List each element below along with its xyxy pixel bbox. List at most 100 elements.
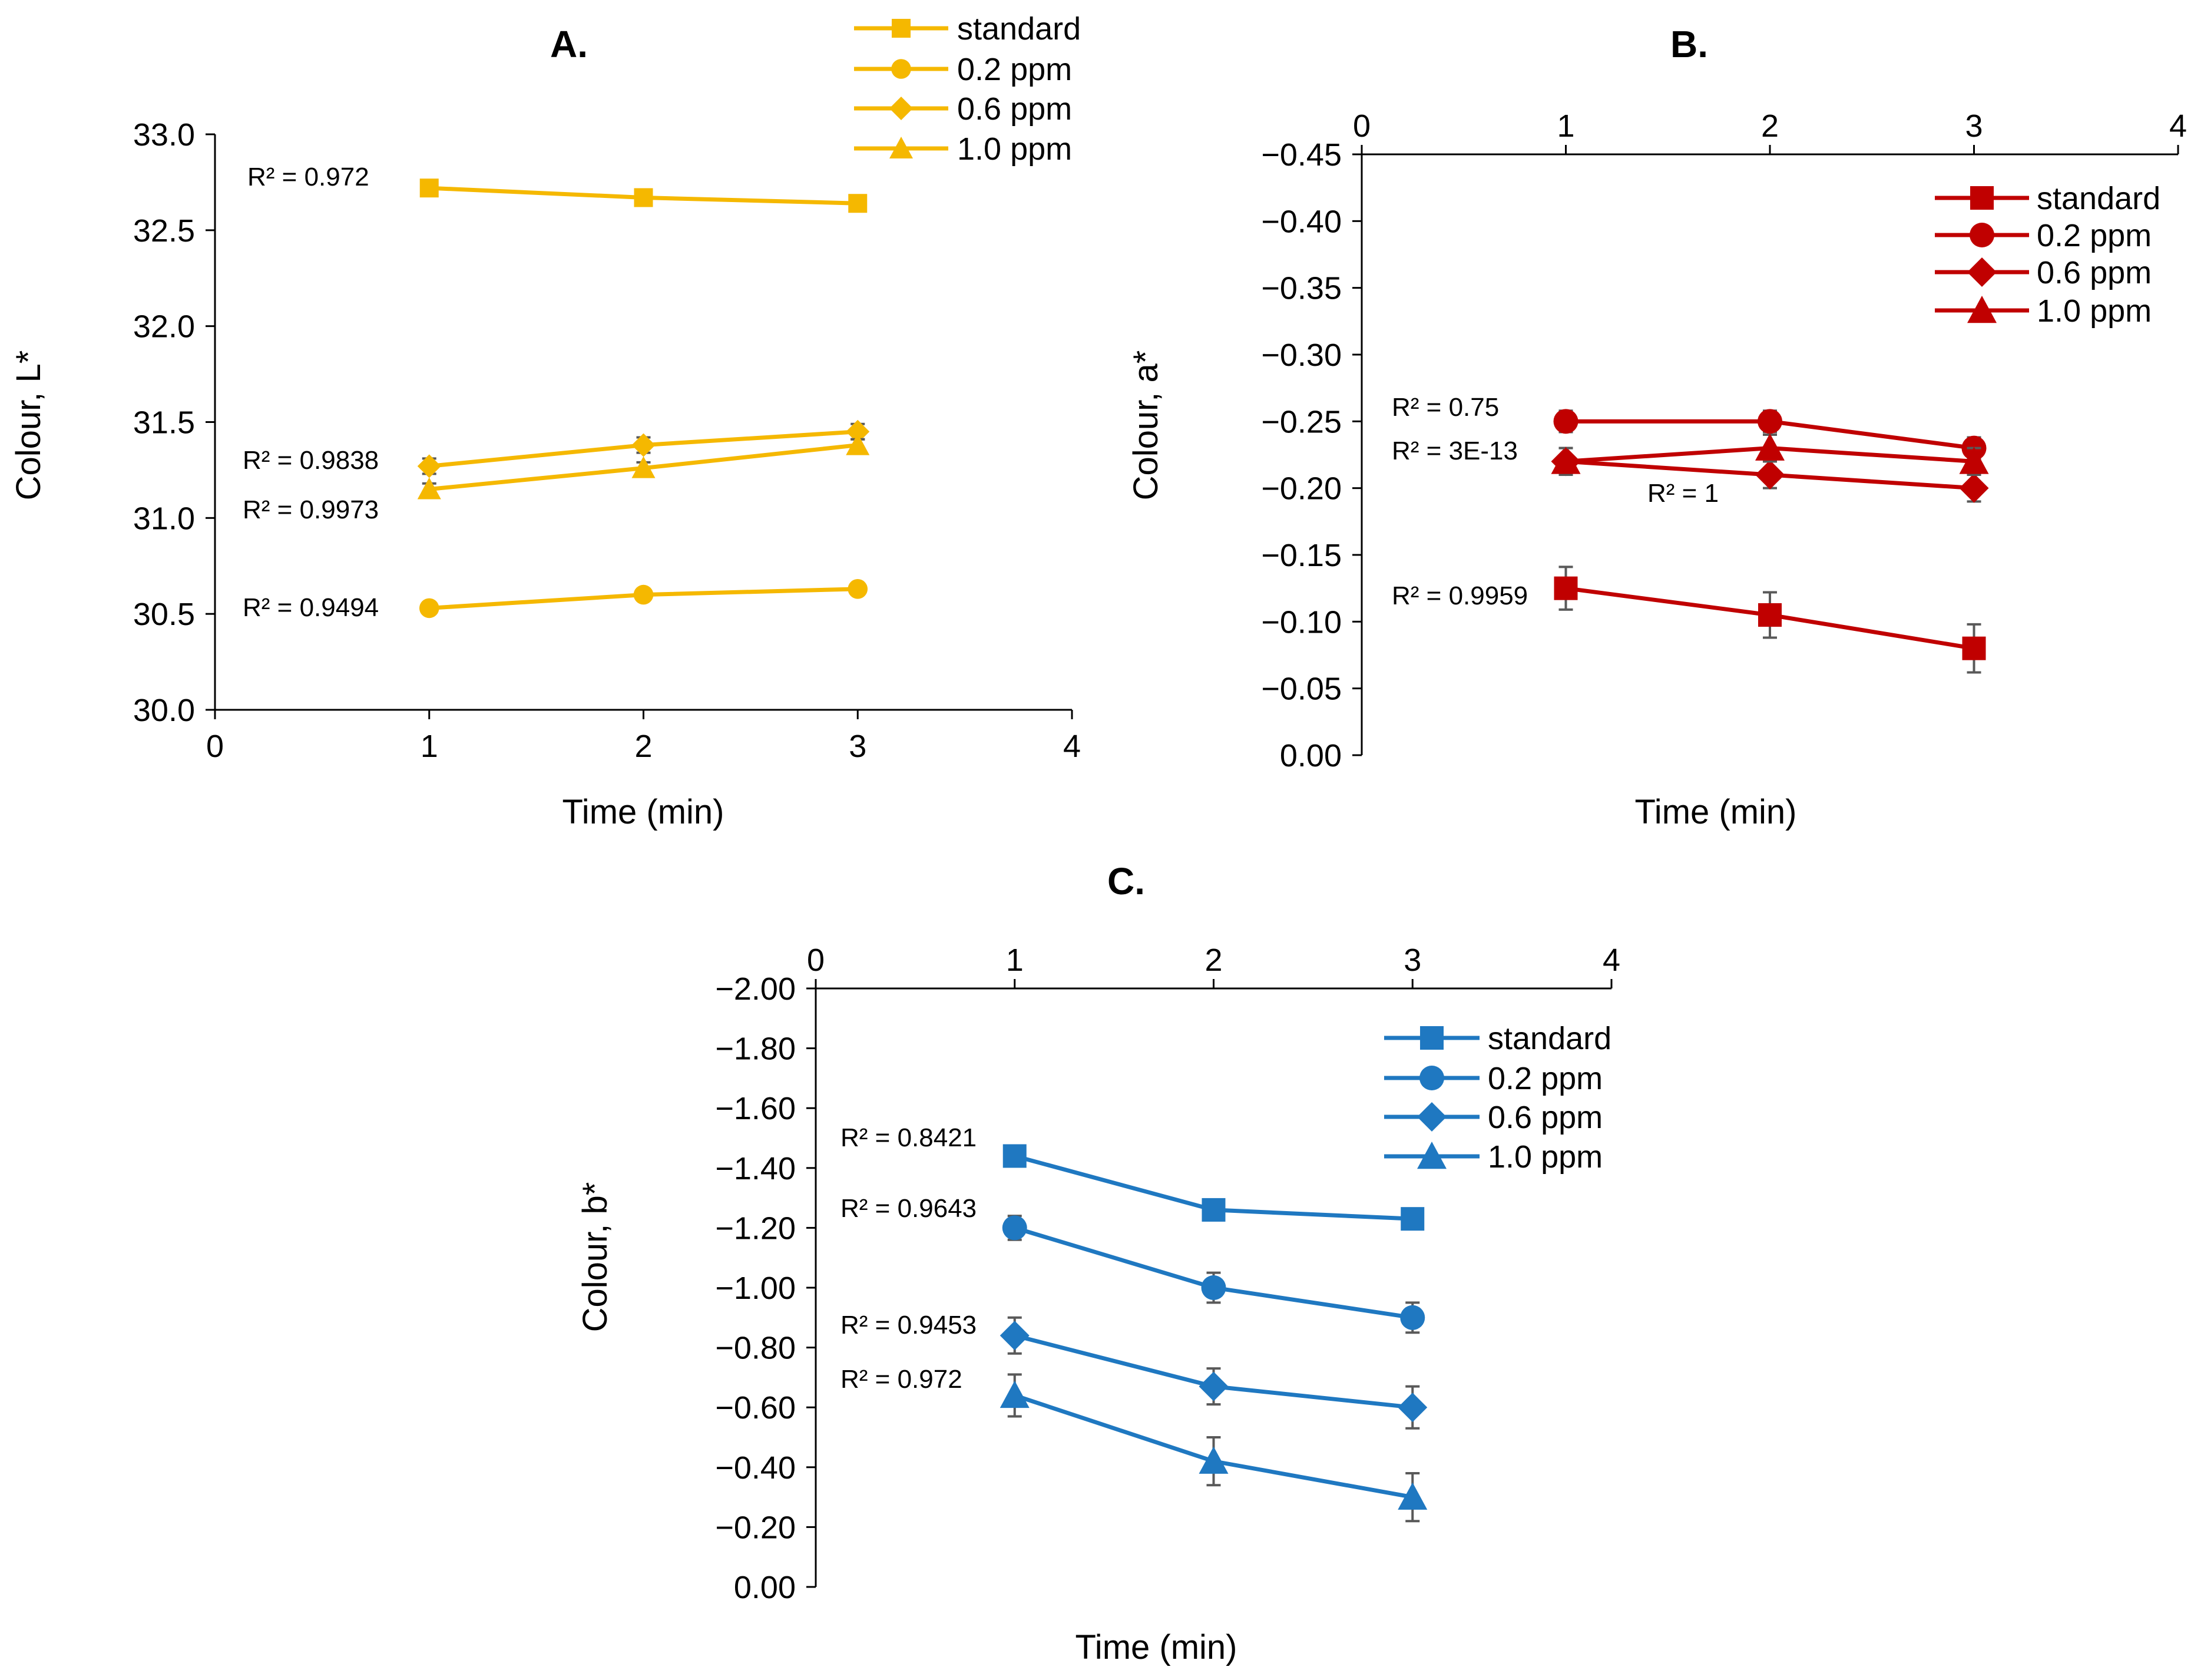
- panel-b-legend-marker-triangle: [1967, 296, 1997, 323]
- panel-b-y-tick-label: −0.30: [1261, 338, 1342, 373]
- panel-c-series-0.6ppm-point: [1000, 1321, 1030, 1351]
- panel-c-y-tick-label: −1.40: [715, 1151, 796, 1186]
- panel-c-y-tick-label: −1.60: [715, 1091, 796, 1126]
- panel-b-series-standard: [1554, 565, 1986, 674]
- panel-c-series-0.2ppm: [1002, 1215, 1425, 1334]
- panel-a-legend-marker-square: [892, 19, 911, 38]
- panel-c-legend-marker: [1417, 1142, 1447, 1169]
- panel-a: A. 30.0 30.5 31.0 31.5 32.0 32.5 33.0 0 1 2 3 4 Tim…: [9, 11, 1081, 831]
- panel-b-x-tick-label: 2: [1761, 108, 1779, 144]
- panel-c-x-axis-title: Time (min): [1075, 1628, 1237, 1666]
- panel-a-legend-label-0.6ppm: 0.6 ppm: [957, 91, 1072, 127]
- panel-b-r2-0.2ppm: R² = 0.75: [1392, 393, 1499, 422]
- panel-a-legend-1.0ppm: 1.0 ppm: [854, 131, 1072, 167]
- panel-a-legend-label-0.2ppm: 0.2 ppm: [957, 52, 1072, 87]
- panel-c-y-tick-label: −2.00: [715, 971, 796, 1007]
- panel-a-series-0.6ppm-point: [846, 419, 870, 444]
- panel-c-ticks: 0.00 −0.20 −0.40 −0.60 −0.80 −1.00 −1.20 −1.40 −…: [715, 942, 1620, 1605]
- panel-a-legend-label-1.0ppm: 1.0 ppm: [957, 131, 1072, 167]
- panel-a-legend-marker: [889, 97, 913, 120]
- panel-a-y-tick-label: 31.0: [133, 501, 195, 536]
- panel-c-series-standard-point: [1202, 1198, 1226, 1222]
- panel-c: C. 0.00 −0.20 −0.40 −0.60 −0.80 −1.00 −1.20 −1.…: [576, 860, 1620, 1666]
- panel-b-y-tick-label: 0.00: [1280, 738, 1342, 773]
- panel-a-x-axis-title: Time (min): [562, 793, 724, 831]
- panel-c-y-tick-label: −1.80: [715, 1031, 796, 1067]
- panel-a-series-1.0ppm-point: [417, 477, 441, 500]
- panel-c-legend-label-standard: standard: [1488, 1021, 1611, 1056]
- panel-b-x-tick-label: 3: [1965, 108, 1983, 144]
- panel-a-series-0.6ppm: [417, 419, 870, 478]
- panel-b-y-tick-label: −0.45: [1261, 137, 1342, 173]
- panel-c-y-tick-label: 0.00: [734, 1570, 796, 1605]
- panel-c-series: [1000, 1144, 1428, 1523]
- panel-b-series-0.2ppm-point: [1758, 409, 1782, 434]
- panel-c-series-0.2ppm-point: [1002, 1215, 1027, 1241]
- panel-c-legend-marker-diamond: [1417, 1102, 1447, 1132]
- panel-c-legend-marker: [1417, 1102, 1447, 1132]
- panel-c-legend-marker-triangle: [1417, 1142, 1447, 1169]
- panel-b-y-tick-label: −0.10: [1261, 604, 1342, 640]
- panel-a-axes: [214, 134, 1072, 711]
- panel-a-series: [417, 178, 870, 619]
- panel-a-y-tick-label: 32.0: [133, 309, 195, 345]
- panel-b-legend-label-0.2ppm: 0.2 ppm: [2037, 218, 2152, 253]
- panel-a-r2-standard: R² = 0.972: [247, 163, 369, 191]
- panel-c-series-0.6ppm: [1000, 1316, 1428, 1430]
- panel-b-r2-1.0ppm: R² = 3E-13: [1392, 436, 1518, 465]
- panel-a-legend-0.2ppm: 0.2 ppm: [854, 52, 1072, 87]
- panel-c-r2-standard: R² = 0.8421: [840, 1123, 977, 1152]
- panel-c-series-standard: [1002, 1144, 1425, 1231]
- panel-b-y-tick-label: −0.05: [1261, 672, 1342, 707]
- panel-c-series-1.0ppm-point: [1398, 1482, 1428, 1510]
- panel-b-series-1.0ppm-point: [1551, 447, 1581, 474]
- panel-b-x-axis-title: Time (min): [1635, 793, 1797, 831]
- panel-c-legend-marker-circle: [1419, 1066, 1444, 1090]
- panel-a-y-tick-label: 30.5: [133, 597, 195, 632]
- panel-c-x-tick-label: 3: [1404, 942, 1421, 978]
- panel-b: B. 0.00 −0.05 −0.10 −0.15 −0.20 −0.25 −0.30 −0.…: [1127, 23, 2187, 831]
- panel-c-r2-labels: R² = 0.8421 R² = 0.9643 R² = 0.9453 R² =…: [840, 1123, 977, 1394]
- panel-c-x-tick-label: 2: [1204, 942, 1222, 978]
- panel-c-series-1.0ppm: [1000, 1373, 1428, 1523]
- panel-a-series-0.6ppm-point: [631, 433, 656, 457]
- panel-b-title: B.: [1670, 23, 1708, 65]
- panel-b-y-tick-label: −0.35: [1261, 271, 1342, 306]
- panel-b-legend-marker: [1967, 296, 1997, 323]
- panel-b-series-0.6ppm-point: [1755, 460, 1785, 490]
- panel-a-series-1.0ppm: [417, 433, 870, 500]
- panel-c-legend-0.6ppm: 0.6 ppm: [1384, 1100, 1603, 1135]
- panel-b-y-axis-title: Colour, a*: [1127, 350, 1165, 501]
- panel-a-series-standard: [419, 178, 868, 213]
- panel-c-legend-0.2ppm: 0.2 ppm: [1384, 1061, 1603, 1096]
- panel-a-legend-0.6ppm: 0.6 ppm: [854, 91, 1072, 127]
- panel-c-r2-0.6ppm: R² = 0.9453: [840, 1311, 977, 1340]
- panel-c-x-tick-label: 1: [1006, 942, 1024, 978]
- panel-b-legend-marker: [1967, 257, 1997, 287]
- panel-c-y-tick-label: −1.00: [715, 1271, 796, 1306]
- panel-c-y-tick-label: −0.40: [715, 1450, 796, 1486]
- panel-b-legend-standard: standard: [1935, 181, 2160, 216]
- panel-c-y-axis-title: Colour, b*: [576, 1182, 614, 1332]
- panel-a-series-1.0ppm-point: [846, 433, 870, 455]
- panel-a-series-standard-point: [419, 178, 439, 198]
- panel-a-legend-marker: [889, 137, 913, 158]
- panel-c-legend-marker: [1419, 1066, 1444, 1090]
- panel-b-y-tick-label: −0.25: [1261, 404, 1342, 439]
- panel-b-series-standard-point: [1554, 576, 1578, 600]
- panel-a-y-axis-title: Colour, L*: [9, 350, 48, 501]
- panel-a-legend-marker-circle: [891, 59, 911, 79]
- panel-c-title: C.: [1107, 860, 1145, 902]
- panel-b-y-tick-label: −0.15: [1261, 538, 1342, 573]
- panel-b-legend-label-1.0ppm: 1.0 ppm: [2037, 293, 2152, 329]
- panel-c-legend-1.0ppm: 1.0 ppm: [1384, 1139, 1603, 1175]
- panel-c-series-0.6ppm-point: [1398, 1393, 1428, 1423]
- panel-a-series-0.6ppm-point: [417, 454, 441, 478]
- panel-a-x-tick-label: 3: [849, 729, 866, 764]
- panel-a-series-0.2ppm: [419, 579, 868, 619]
- panel-c-series-0.6ppm-point: [1199, 1371, 1229, 1401]
- panel-a-y-tick-label: 30.0: [133, 693, 195, 728]
- panel-c-series-1.0ppm-point: [1000, 1380, 1030, 1408]
- panel-a-ticks: 30.0 30.5 31.0 31.5 32.0 32.5 33.0 0 1 2 3 4: [133, 117, 1081, 764]
- panel-c-series-0.2ppm-point: [1400, 1305, 1425, 1330]
